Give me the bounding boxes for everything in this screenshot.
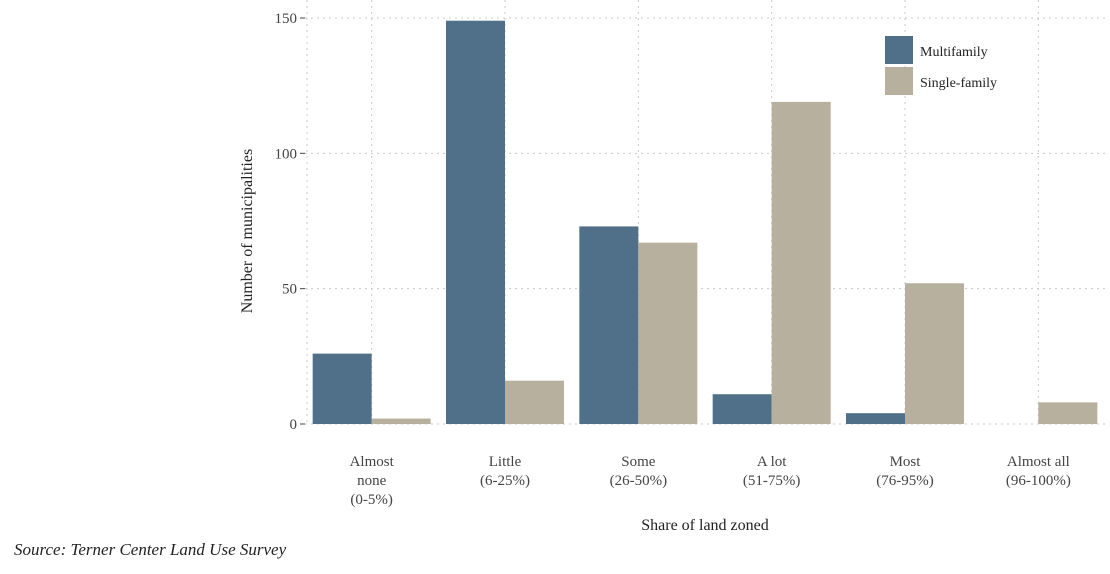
legend: Multifamily Single-family [885, 36, 997, 95]
bar-single-family-4 [905, 283, 964, 424]
bar-multifamily-0 [312, 353, 372, 424]
x-tick-label: (76-95%) [876, 473, 933, 489]
bar-single-family-3 [771, 101, 831, 424]
bar-multifamily-3 [712, 394, 772, 424]
bar-single-family-2 [638, 242, 698, 424]
bar-single-family-1 [505, 380, 564, 424]
x-tick-label: (26-50%) [610, 473, 667, 489]
bars [312, 20, 1098, 425]
x-tick-label: none [357, 473, 387, 489]
legend-label: Multifamily [920, 45, 988, 60]
y-tick-label: 0 [290, 417, 298, 433]
x-tick-label: Most [890, 454, 922, 470]
legend-label: Single-family [920, 76, 997, 91]
x-tick-label: Some [621, 454, 656, 470]
x-tick-label: (51-75%) [743, 473, 800, 489]
bar-multifamily-4 [846, 413, 905, 424]
x-tick-label: (0-5%) [350, 492, 392, 508]
x-axis-title: Share of land zoned [641, 517, 769, 534]
x-axis: Almost none (0-5%) Little (6-25%) Some (26-50%… [350, 454, 1071, 508]
x-tick-label: Almost [350, 454, 395, 470]
y-tick-label: 150 [275, 11, 298, 27]
bar-single-family-0 [371, 418, 431, 424]
x-tick-label: (6-25%) [480, 473, 530, 489]
bar-chart: 0 50 100 150 Almost none (0-5%) Little (6-25%) S… [239, 0, 1105, 534]
bar-multifamily-2 [579, 226, 639, 424]
legend-swatch [885, 67, 913, 95]
bar-single-family-5 [1038, 402, 1098, 424]
legend-swatch [885, 36, 913, 64]
x-tick-label: A lot [757, 454, 787, 470]
y-axis: 0 50 100 150 [275, 11, 305, 433]
x-tick-label: (96-100%) [1006, 473, 1071, 489]
gridlines [305, 0, 1105, 425]
source-note: Source: Terner Center Land Use Survey [14, 540, 287, 559]
bar-multifamily-1 [446, 20, 505, 425]
y-axis-title: Number of municipalities [239, 149, 256, 313]
x-tick-label: Almost all [1007, 454, 1070, 470]
y-tick-label: 100 [275, 146, 298, 162]
x-tick-label: Little [489, 454, 522, 470]
y-tick-label: 50 [282, 282, 297, 298]
